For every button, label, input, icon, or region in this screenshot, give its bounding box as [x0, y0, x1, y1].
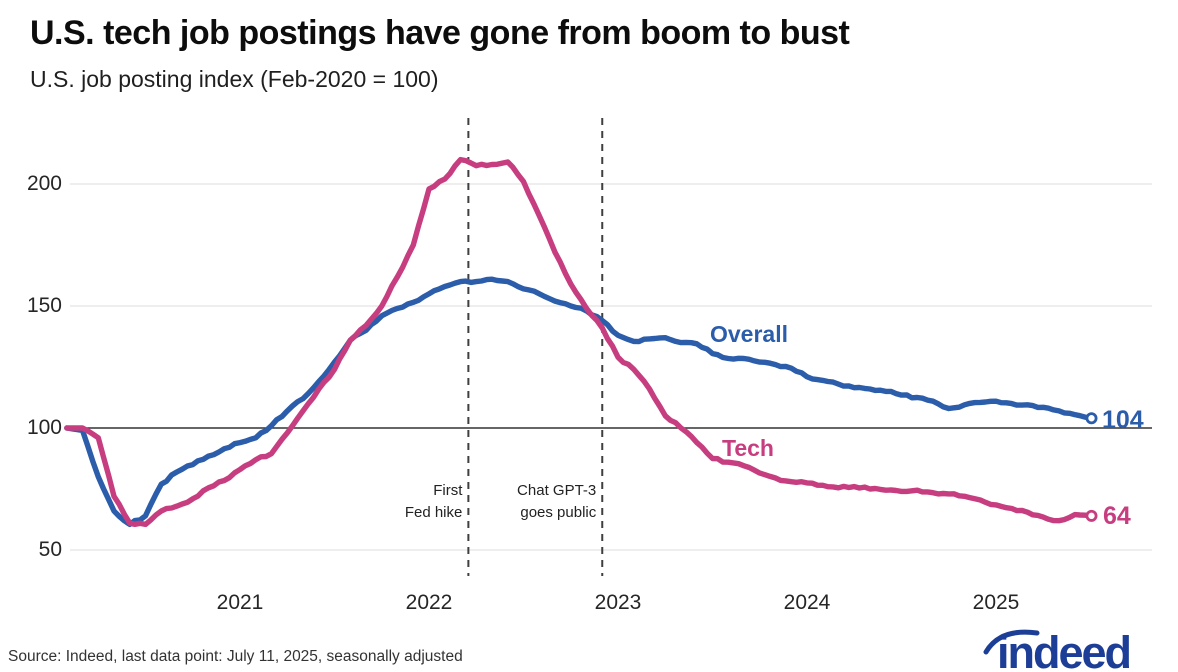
annotation-line: Fed hike — [404, 504, 463, 521]
y-tick-label: 100 — [26, 416, 62, 439]
x-tick-label: 2023 — [594, 591, 642, 614]
annotation-label: Chat GPT-3 goes public — [446, 480, 596, 524]
x-tick-label: 2021 — [216, 591, 264, 614]
overall-series-label: Overall — [710, 321, 788, 347]
overall-end-value-label: 104 — [1102, 406, 1144, 434]
tech-end-value-label: 64 — [1103, 502, 1131, 530]
overall-end-marker — [1085, 412, 1098, 425]
annotation-label: First Fed hike — [312, 480, 463, 524]
annotation-line: goes public — [520, 504, 597, 521]
tech-end-marker — [1085, 509, 1098, 522]
y-tick-label: 200 — [26, 172, 62, 195]
y-tick-label: 150 — [26, 294, 62, 317]
tech-series-label: Tech — [722, 435, 774, 461]
page-title: U.S. tech job postings have gone from bo… — [30, 14, 850, 52]
x-tick-label: 2025 — [972, 591, 1020, 614]
source-note: Source: Indeed, last data point: July 11… — [8, 648, 463, 665]
x-tick-label: 2022 — [405, 591, 453, 614]
indeed-logo: indeed — [997, 627, 1132, 672]
indeed-logo-swoosh-icon — [983, 629, 1040, 655]
tech-line — [64, 156, 1094, 528]
annotation-line: First — [433, 482, 463, 499]
overall-line — [64, 276, 1094, 528]
y-tick-label: 50 — [38, 538, 62, 561]
page-subtitle: U.S. job posting index (Feb-2020 = 100) — [30, 66, 439, 92]
x-tick-label: 2024 — [783, 591, 831, 614]
annotation-line: Chat GPT-3 — [517, 482, 597, 499]
